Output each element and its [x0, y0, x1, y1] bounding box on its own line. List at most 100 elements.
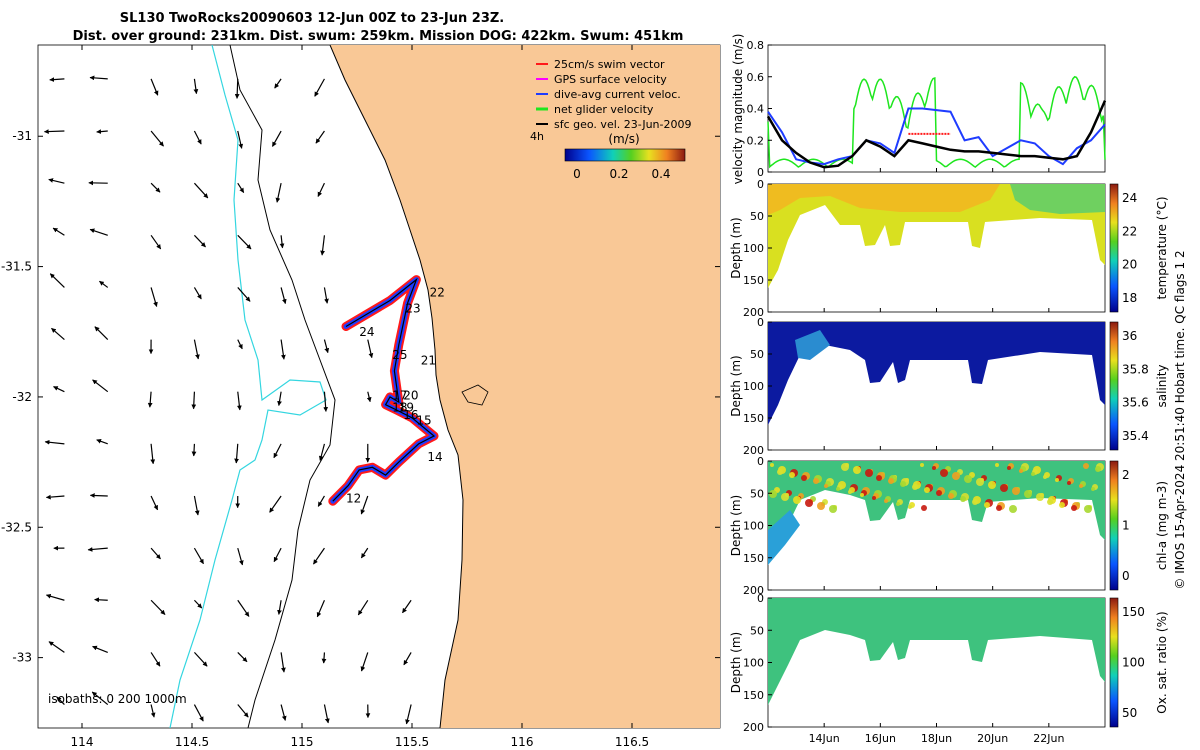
- day-label: 21: [421, 353, 436, 367]
- legend-swim-vector: 25cm/s swim vector: [554, 58, 665, 71]
- current-arrow: [150, 547, 161, 560]
- colorbar-tick-label: 18: [1122, 291, 1137, 305]
- map-legend: 25cm/s swim vector GPS surface velocity …: [530, 58, 691, 181]
- map-ytick-label: -31: [12, 129, 32, 143]
- velocity-panel: 0 0.2 0.4 0.6 0.8 velocity magnitude (m/s): [731, 34, 1107, 184]
- chl-point: [996, 505, 1002, 511]
- current-arrow: [269, 495, 282, 513]
- colorbar-label: temperature (°C): [1155, 197, 1169, 300]
- current-arrow: [273, 443, 282, 459]
- map-ytick-label: -33: [12, 651, 32, 665]
- current-arrow: [99, 280, 109, 288]
- depth-tick-label: 0: [757, 592, 764, 605]
- oxygen-field: [768, 598, 1105, 705]
- current-arrow: [280, 704, 287, 721]
- current-arrow: [191, 391, 197, 410]
- current-arrow: [405, 704, 412, 725]
- chl-point: [865, 469, 873, 477]
- chl-point: [1019, 469, 1023, 473]
- current-arrow: [87, 547, 108, 552]
- map-ytick-label: -31.5: [1, 260, 32, 274]
- temperature-warm-layer: [768, 184, 1000, 215]
- chl-point: [896, 502, 900, 506]
- current-arrow: [279, 235, 285, 249]
- section-colorbar: [1109, 183, 1119, 313]
- day-label: 22: [430, 286, 445, 300]
- day-label: 19: [399, 400, 414, 414]
- depth-tick-label: 100: [743, 657, 764, 670]
- map-ytick-label: -32: [12, 390, 32, 404]
- chl-point: [824, 484, 828, 488]
- track-line: [332, 277, 436, 502]
- legend-net-glider: net glider velocity: [554, 103, 654, 116]
- chl-point: [940, 469, 948, 477]
- current-arrow: [271, 130, 282, 147]
- colorbar-corner-label: 4h: [530, 130, 544, 143]
- current-arrow: [320, 235, 326, 256]
- chl-point: [1059, 502, 1065, 508]
- colorbar-tick-label: 35.8: [1122, 362, 1149, 376]
- chl-point: [1091, 487, 1095, 491]
- current-arrow: [89, 493, 108, 498]
- depth-tick-label: 0: [757, 316, 764, 329]
- colorbar-tick-label: 50: [1122, 706, 1137, 720]
- current-arrow: [94, 326, 109, 341]
- time-tick-label: 18Jun: [921, 732, 952, 745]
- chl-panel: [767, 460, 1106, 591]
- chl-point: [964, 475, 972, 483]
- chl-point: [853, 466, 861, 474]
- current-arrow: [318, 443, 326, 461]
- current-arrows: [43, 75, 412, 725]
- chl-point: [841, 463, 849, 471]
- current-arrow: [150, 287, 158, 307]
- depth-tick-label: 200: [743, 306, 764, 319]
- vel-ytick-label: 0: [757, 166, 764, 179]
- chl-point: [860, 493, 864, 497]
- current-arrow: [274, 78, 282, 89]
- depth-tick-label: 100: [743, 242, 764, 255]
- depth-tick-label: 150: [743, 274, 764, 287]
- current-arrow: [45, 494, 65, 500]
- current-arrow: [49, 77, 65, 82]
- current-arrow: [89, 228, 108, 236]
- series-dive-avg-current-veloc-: [767, 107, 1106, 166]
- depth-tick-label: 200: [743, 444, 764, 457]
- current-arrow: [43, 129, 65, 134]
- current-arrow: [193, 547, 204, 565]
- current-arrow: [150, 182, 161, 193]
- current-arrow: [317, 182, 325, 197]
- depth-tick-label: 100: [743, 380, 764, 393]
- legend-gps: GPS surface velocity: [554, 73, 667, 86]
- chl-point: [793, 496, 801, 504]
- current-arrow: [193, 234, 206, 248]
- chl-point: [789, 472, 795, 478]
- current-arrow: [89, 75, 108, 81]
- chl-point: [932, 466, 936, 470]
- current-arrow: [366, 391, 372, 403]
- velocity-series: [766, 75, 1107, 169]
- chl-point: [1031, 472, 1035, 476]
- credit-text: © IMOS 15-Apr-2024 20:51:40 Hobart time.…: [1173, 250, 1187, 589]
- depth-tick-label: 200: [743, 721, 764, 734]
- current-arrow: [51, 327, 65, 341]
- current-arrow: [150, 443, 156, 465]
- current-arrow: [273, 547, 282, 563]
- chl-point: [888, 478, 894, 484]
- current-arrow: [191, 443, 197, 457]
- velocity-y-ticks: 0 0.2 0.4 0.6 0.8: [747, 39, 772, 179]
- vel-ytick-label: 0.2: [747, 134, 765, 147]
- vel-ytick-label: 0.8: [747, 39, 765, 52]
- chl-point: [1083, 463, 1089, 469]
- day-label: 20: [403, 389, 418, 403]
- chl-point: [984, 502, 990, 508]
- chl-point: [1084, 505, 1092, 513]
- map-colorbar-tick-1: 0.2: [609, 167, 628, 181]
- chl-point: [1012, 487, 1020, 495]
- temperature-panel: [767, 183, 1106, 313]
- chl-point: [829, 505, 837, 513]
- chl-point: [921, 505, 927, 511]
- depth-tick-label: 100: [743, 520, 764, 533]
- colorbar-tick-label: 150: [1122, 605, 1145, 619]
- current-arrow: [147, 391, 153, 408]
